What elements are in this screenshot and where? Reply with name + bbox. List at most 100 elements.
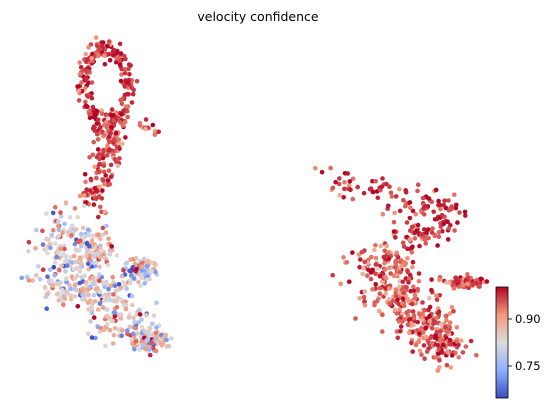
- scatter-point: [457, 210, 462, 215]
- scatter-point: [443, 324, 448, 330]
- scatter-point: [83, 179, 88, 185]
- scatter-point: [111, 332, 117, 338]
- scatter-point: [366, 267, 371, 273]
- scatter-point: [88, 111, 93, 117]
- scatter-point: [114, 56, 119, 61]
- scatter-point: [128, 280, 133, 286]
- scatter-point: [49, 278, 55, 284]
- scatter-point: [75, 304, 81, 309]
- scatter-point: [409, 250, 415, 255]
- scatter-point: [388, 271, 394, 276]
- scatter-point: [380, 211, 386, 217]
- scatter-point: [65, 229, 71, 235]
- scatter-point: [420, 195, 426, 201]
- scatter-point: [362, 259, 368, 265]
- scatter-point: [111, 292, 116, 297]
- scatter-point: [48, 245, 53, 251]
- scatter-point: [429, 287, 434, 293]
- scatter-point: [474, 353, 479, 358]
- scatter-point: [376, 308, 382, 314]
- scatter-point: [75, 84, 80, 89]
- scatter-point: [108, 162, 114, 168]
- scatter-point: [395, 335, 401, 341]
- scatter-point: [313, 165, 318, 171]
- scatter-point: [84, 280, 89, 285]
- scatter-point: [388, 190, 394, 196]
- scatter-point: [451, 286, 457, 291]
- scatter-point: [101, 177, 106, 183]
- scatter-point: [407, 200, 413, 205]
- scatter-point: [456, 284, 462, 289]
- scatter-point: [383, 291, 389, 296]
- scatter-point: [92, 164, 97, 169]
- scatter-point: [106, 139, 112, 144]
- scatter-point: [417, 348, 423, 354]
- scatter-point: [122, 53, 127, 59]
- scatter-point: [147, 352, 153, 358]
- scatter-point: [338, 281, 344, 287]
- scatter-point: [76, 98, 82, 103]
- scatter-point: [382, 267, 388, 272]
- scatter-point: [106, 51, 111, 57]
- scatter-point: [85, 57, 90, 62]
- scatter-point: [454, 202, 459, 208]
- scatter-point: [85, 331, 91, 337]
- scatter-point: [149, 260, 155, 265]
- scatter-point: [116, 282, 122, 287]
- scatter-point: [440, 350, 445, 355]
- scatter-point: [130, 91, 136, 97]
- scatter-point: [425, 227, 431, 232]
- scatter-point: [70, 260, 75, 265]
- scatter-point: [108, 131, 113, 136]
- scatter-point: [139, 324, 145, 330]
- scatter-point: [107, 39, 112, 44]
- scatter-point: [91, 124, 97, 129]
- scatter-point: [127, 268, 132, 274]
- scatter-point: [428, 335, 434, 341]
- scatter-point: [118, 78, 124, 84]
- scatter-point: [404, 220, 410, 225]
- scatter-point: [423, 325, 429, 331]
- scatter-point: [131, 315, 136, 321]
- scatter-point: [330, 185, 336, 191]
- scatter-point: [86, 256, 92, 262]
- scatter-point: [142, 280, 148, 286]
- scatter-point: [137, 120, 143, 126]
- scatter-point: [119, 72, 124, 77]
- scatter-point: [118, 97, 123, 103]
- scatter-point: [422, 308, 428, 313]
- scatter-point: [422, 203, 428, 209]
- scatter-point: [109, 283, 114, 289]
- scatter-point: [105, 262, 111, 268]
- scatter-point: [405, 296, 410, 302]
- scatter-point: [60, 290, 66, 295]
- scatter-point: [72, 241, 78, 247]
- scatter-point: [107, 148, 112, 153]
- scatter-point: [112, 298, 117, 304]
- scatter-point: [126, 92, 131, 97]
- scatter-point: [358, 257, 363, 262]
- scatter-point: [117, 156, 122, 161]
- colorbar: 0.90 0.75: [495, 286, 541, 399]
- scatter-point: [55, 291, 61, 296]
- scatter-point: [110, 274, 115, 280]
- scatter-point: [384, 243, 390, 249]
- scatter-point: [417, 243, 422, 249]
- scatter-point: [444, 362, 450, 368]
- scatter-point: [124, 286, 129, 292]
- scatter-point: [410, 309, 416, 314]
- scatter-point: [56, 250, 61, 255]
- scatter-point: [109, 107, 115, 112]
- scatter-point: [454, 339, 460, 344]
- scatter-point: [134, 311, 140, 317]
- scatter-point: [429, 199, 435, 205]
- scatter-point: [131, 276, 137, 281]
- scatter-point: [346, 183, 352, 188]
- scatter-point: [123, 104, 129, 109]
- scatter-point: [96, 194, 102, 199]
- scatter-point: [104, 153, 110, 158]
- scatter-point: [405, 246, 410, 252]
- scatter-point: [120, 141, 125, 146]
- scatter-point: [101, 147, 106, 153]
- scatter-point: [447, 341, 452, 347]
